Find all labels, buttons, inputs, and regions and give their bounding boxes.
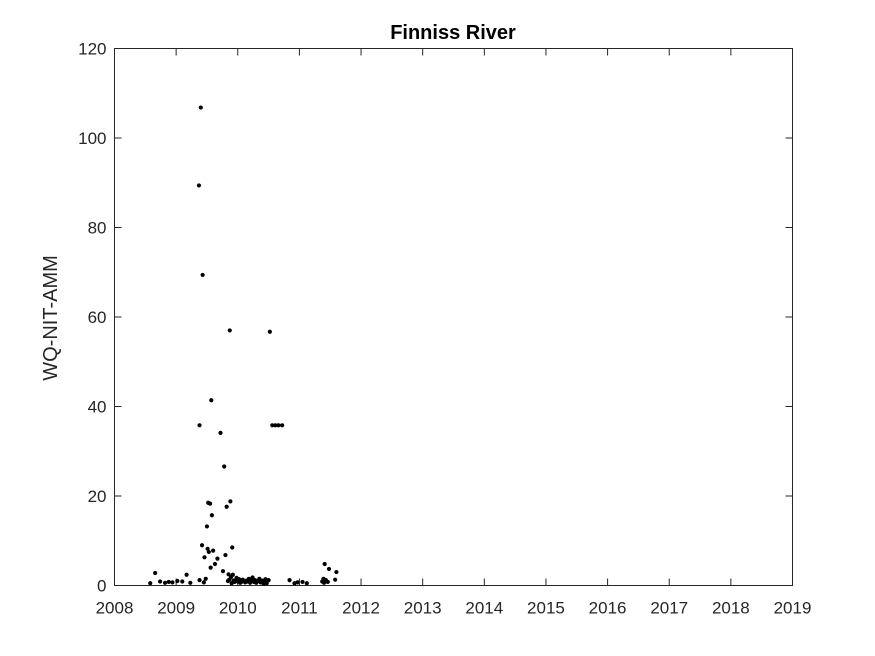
data-point — [209, 398, 214, 403]
y-tick-label: 0 — [97, 577, 106, 596]
data-point — [270, 423, 275, 428]
data-point — [220, 569, 226, 574]
data-point — [206, 549, 211, 555]
data-point — [175, 578, 180, 584]
data-point — [257, 576, 262, 581]
data-point — [326, 566, 332, 572]
data-point — [208, 565, 213, 570]
data-point — [212, 561, 218, 567]
data-point — [236, 577, 242, 582]
data-point — [166, 579, 171, 585]
y-axis-label: WQ-NIT-AMM — [40, 255, 62, 381]
x-tick-label: 2018 — [712, 599, 750, 618]
data-point — [199, 543, 205, 548]
x-tick-label: 2010 — [219, 599, 257, 618]
x-tick-label: 2017 — [650, 599, 688, 618]
plot-area-frame — [114, 48, 793, 586]
data-point — [215, 556, 220, 561]
data-point — [230, 572, 235, 577]
data-point — [295, 580, 300, 585]
data-point — [200, 272, 205, 278]
data-point — [204, 524, 210, 529]
data-point — [334, 569, 339, 575]
data-point — [267, 329, 272, 334]
data-point — [223, 552, 228, 558]
data-point — [224, 504, 229, 509]
data-point — [230, 545, 235, 550]
data-point — [280, 423, 285, 428]
data-point — [207, 501, 213, 506]
data-point — [148, 581, 153, 586]
data-point — [162, 580, 168, 585]
x-tick-label: 2016 — [589, 599, 627, 618]
data-point — [158, 579, 163, 584]
data-point — [333, 577, 338, 582]
x-tick-label: 2014 — [465, 599, 503, 618]
data-point — [198, 105, 203, 110]
data-point — [264, 581, 269, 586]
y-tick-label: 40 — [88, 398, 107, 417]
data-point — [203, 576, 208, 581]
data-point — [266, 578, 271, 583]
data-point — [153, 570, 158, 576]
data-point — [287, 578, 292, 583]
data-point — [218, 430, 223, 436]
x-axis: 2008 2009 2010 2011 2012 2013 2014 2015 2016 2017… — [96, 48, 812, 618]
x-tick-label: 2012 — [342, 599, 380, 618]
data-point — [170, 580, 175, 585]
data-point — [227, 328, 232, 333]
x-tick-label: 2011 — [281, 599, 318, 618]
x-tick-label: 2008 — [96, 599, 134, 618]
data-point — [201, 580, 206, 585]
chart-title: Finniss River — [390, 22, 516, 44]
data-point — [273, 423, 278, 428]
x-tick-label: 2015 — [527, 599, 565, 618]
y-tick-label: 20 — [88, 487, 107, 506]
x-tick-label: 2013 — [404, 599, 442, 618]
data-point — [196, 183, 202, 188]
data-point — [325, 579, 330, 585]
data-point — [209, 513, 214, 518]
data-point — [197, 578, 202, 583]
data-point — [211, 548, 216, 553]
data-point — [304, 581, 309, 586]
data-point — [188, 580, 193, 585]
data-point — [184, 572, 189, 577]
data-point — [250, 575, 255, 580]
data-point — [228, 499, 233, 504]
x-tick-label: 2019 — [774, 599, 812, 618]
data-point — [300, 579, 305, 585]
data-point — [222, 464, 227, 469]
x-tick-label: 2009 — [157, 599, 195, 618]
y-tick-label: 60 — [88, 308, 107, 327]
y-tick-label: 80 — [88, 219, 107, 238]
y-tick-label: 120 — [78, 40, 106, 59]
data-point — [202, 555, 207, 560]
data-point — [322, 561, 327, 567]
data-point — [197, 423, 202, 428]
data-point — [226, 572, 231, 577]
data-point — [180, 579, 185, 584]
data-point — [276, 423, 281, 428]
y-tick-label: 100 — [78, 129, 106, 148]
y-axis: 0 20 40 60 80 100 120 — [78, 40, 793, 596]
data-points — [148, 105, 339, 586]
